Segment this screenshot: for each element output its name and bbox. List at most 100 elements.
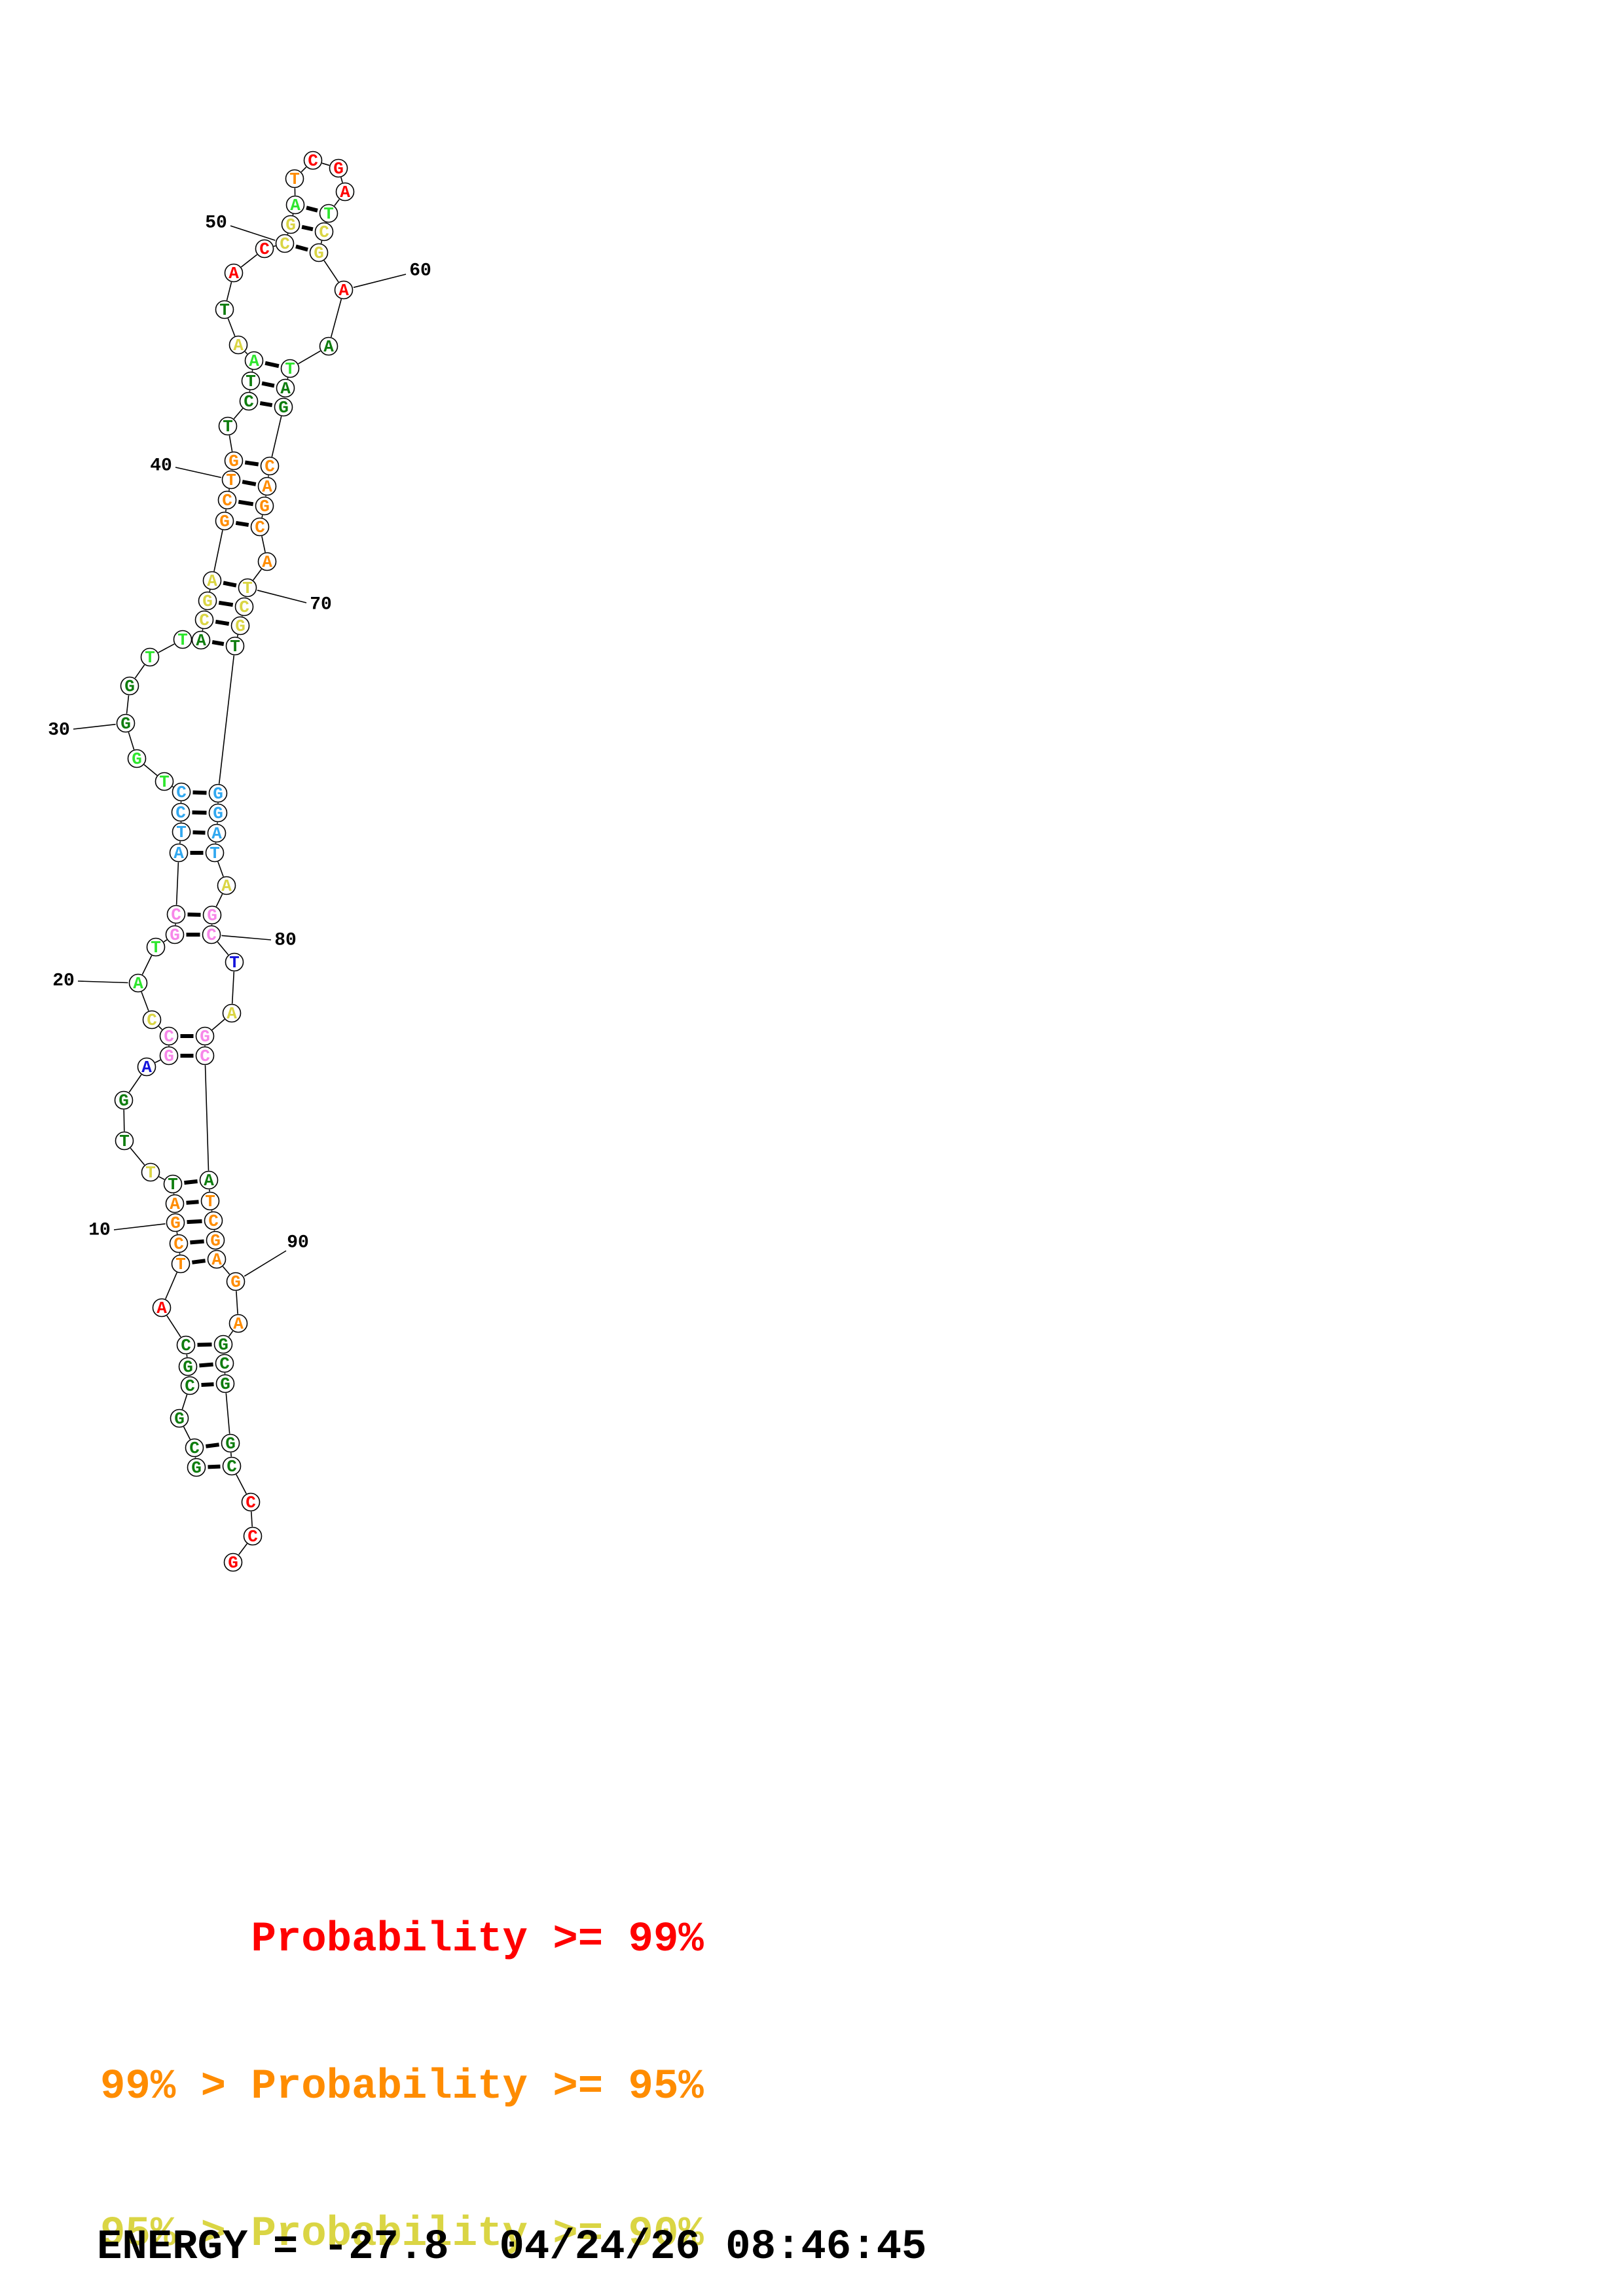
nucleotide-42-T: T	[218, 416, 238, 437]
backbone-segment	[126, 695, 130, 714]
nucleotide-base-letter: A	[227, 1004, 237, 1024]
nucleotide-37-A: A	[202, 571, 222, 591]
nucleotide-circle	[185, 1438, 204, 1458]
nucleotide-base-letter: A	[262, 477, 272, 497]
nucleotide-86-T: T	[200, 1191, 220, 1211]
nucleotide-base-letter: G	[200, 1027, 210, 1047]
nucleotide-circle	[222, 1456, 242, 1476]
nucleotide-14-T: T	[115, 1131, 134, 1151]
nucleotide-24-A: A	[169, 843, 189, 863]
nucleotide-base-letter: T	[219, 300, 230, 320]
nucleotide-95-G: G	[221, 1433, 240, 1454]
nucleotide-11-A: A	[165, 1194, 185, 1214]
nucleotide-68-C: C	[250, 517, 270, 537]
nucleotide-70-T: T	[238, 578, 257, 598]
backbone-segment	[228, 1331, 234, 1337]
backbone-segment	[227, 318, 236, 336]
nucleotide-circle	[257, 476, 277, 496]
nucleotide-base-letter: C	[171, 905, 181, 925]
nucleotide-circle	[159, 1026, 179, 1046]
nucleotide-circle	[243, 1526, 263, 1546]
nucleotide-99-G: G	[223, 1552, 243, 1573]
nucleotide-57-T: T	[319, 204, 338, 224]
nucleotide-87-C: C	[204, 1211, 223, 1231]
nucleotide-circle	[159, 1046, 179, 1066]
backbone-segment	[134, 664, 145, 679]
nucleotide-18-C: C	[159, 1026, 179, 1047]
nucleotide-base-letter: T	[168, 1175, 178, 1194]
nucleotide-circle	[228, 1314, 248, 1333]
position-label-90: 90	[287, 1233, 309, 1253]
nucleotide-13-T: T	[141, 1162, 160, 1183]
backbone-segment	[298, 350, 321, 365]
nucleotide-base-letter: G	[213, 784, 223, 804]
nucleotide-circle	[127, 749, 147, 768]
nucleotide-75-G: G	[208, 803, 228, 823]
nucleotide-base-letter: C	[280, 234, 290, 254]
nucleotide-circle	[215, 300, 234, 319]
nucleotide-base-letter: C	[255, 518, 265, 537]
nucleotide-circle	[176, 1335, 196, 1355]
nucleotide-base-letter: C	[200, 1047, 210, 1066]
nucleotide-circle	[285, 169, 304, 188]
probability-legend: Probability >= 99% 99% > Probability >= …	[100, 1818, 704, 2296]
nucleotide-circle	[215, 1374, 235, 1393]
nucleotide-circle	[224, 263, 244, 283]
base-pair-bond	[184, 1179, 198, 1185]
nucleotide-61-A: A	[319, 336, 338, 357]
nucleotide-circle	[280, 359, 300, 378]
backbone-segment	[128, 1074, 142, 1093]
nucleotide-base-letter: A	[211, 824, 222, 844]
position-label-50: 50	[205, 213, 227, 234]
nucleotide-base-letter: C	[185, 1376, 195, 1396]
position-label-30: 30	[48, 721, 70, 741]
nucleotide-circle	[250, 517, 270, 537]
nucleotide-circle	[309, 243, 329, 262]
nucleotide-5-G: G	[178, 1357, 198, 1377]
nucleotide-15-G: G	[114, 1090, 134, 1111]
nucleotide-6-C: C	[176, 1335, 196, 1355]
nucleotide-circle	[226, 1272, 246, 1291]
backbone-segment	[273, 245, 276, 247]
nucleotide-50-C: C	[275, 234, 295, 254]
position-leader-line	[221, 935, 272, 941]
backbone-segment	[226, 281, 232, 301]
nucleotide-circle	[141, 1162, 160, 1182]
nucleotide-circle	[213, 1335, 233, 1354]
nucleotide-base-letter: A	[228, 264, 239, 283]
nucleotide-base-letter: G	[220, 1374, 230, 1394]
nucleotide-19-C: C	[142, 1010, 162, 1030]
nucleotide-base-letter: G	[278, 398, 289, 418]
nucleotide-circle	[257, 552, 277, 571]
nucleotide-base-letter: G	[259, 497, 270, 516]
nucleotide-circle	[222, 1003, 242, 1023]
nucleotide-base-letter: C	[239, 598, 249, 617]
nucleotide-base-letter: T	[119, 1132, 130, 1151]
base-pair-bond	[187, 1219, 202, 1225]
nucleotide-base-letter: C	[264, 457, 275, 476]
nucleotide-base-letter: A	[133, 974, 143, 994]
nucleotide-circle	[260, 456, 280, 476]
nucleotide-82-A: A	[222, 1003, 242, 1024]
nucleotide-16-A: A	[137, 1057, 156, 1077]
nucleotide-base-letter: A	[280, 379, 291, 399]
nucleotide-base-letter: T	[229, 953, 240, 973]
backbone-segment	[204, 1065, 210, 1171]
nucleotide-base-letter: A	[156, 1299, 167, 1318]
energy-text: ENERGY = -27.8 04/24/26 08:46:45	[97, 2224, 927, 2271]
base-pair-bond	[235, 520, 249, 528]
nucleotide-29-G: G	[127, 749, 147, 769]
nucleotide-circle	[195, 1026, 215, 1046]
nucleotide-circle	[166, 905, 186, 924]
nucleotide-base-letter: A	[233, 336, 244, 355]
nucleotide-90-G: G	[226, 1272, 246, 1292]
nucleotide-65-C: C	[260, 456, 280, 476]
nucleotide-85-A: A	[199, 1170, 219, 1191]
nucleotide-circle	[198, 591, 217, 611]
nucleotide-circle	[171, 1254, 191, 1274]
nucleotide-3-G: G	[170, 1408, 189, 1429]
backbone-segment	[323, 260, 339, 283]
nucleotide-base-letter: A	[170, 1194, 180, 1214]
backbone-segment	[215, 893, 223, 907]
nucleotide-base-letter: G	[218, 1335, 228, 1355]
